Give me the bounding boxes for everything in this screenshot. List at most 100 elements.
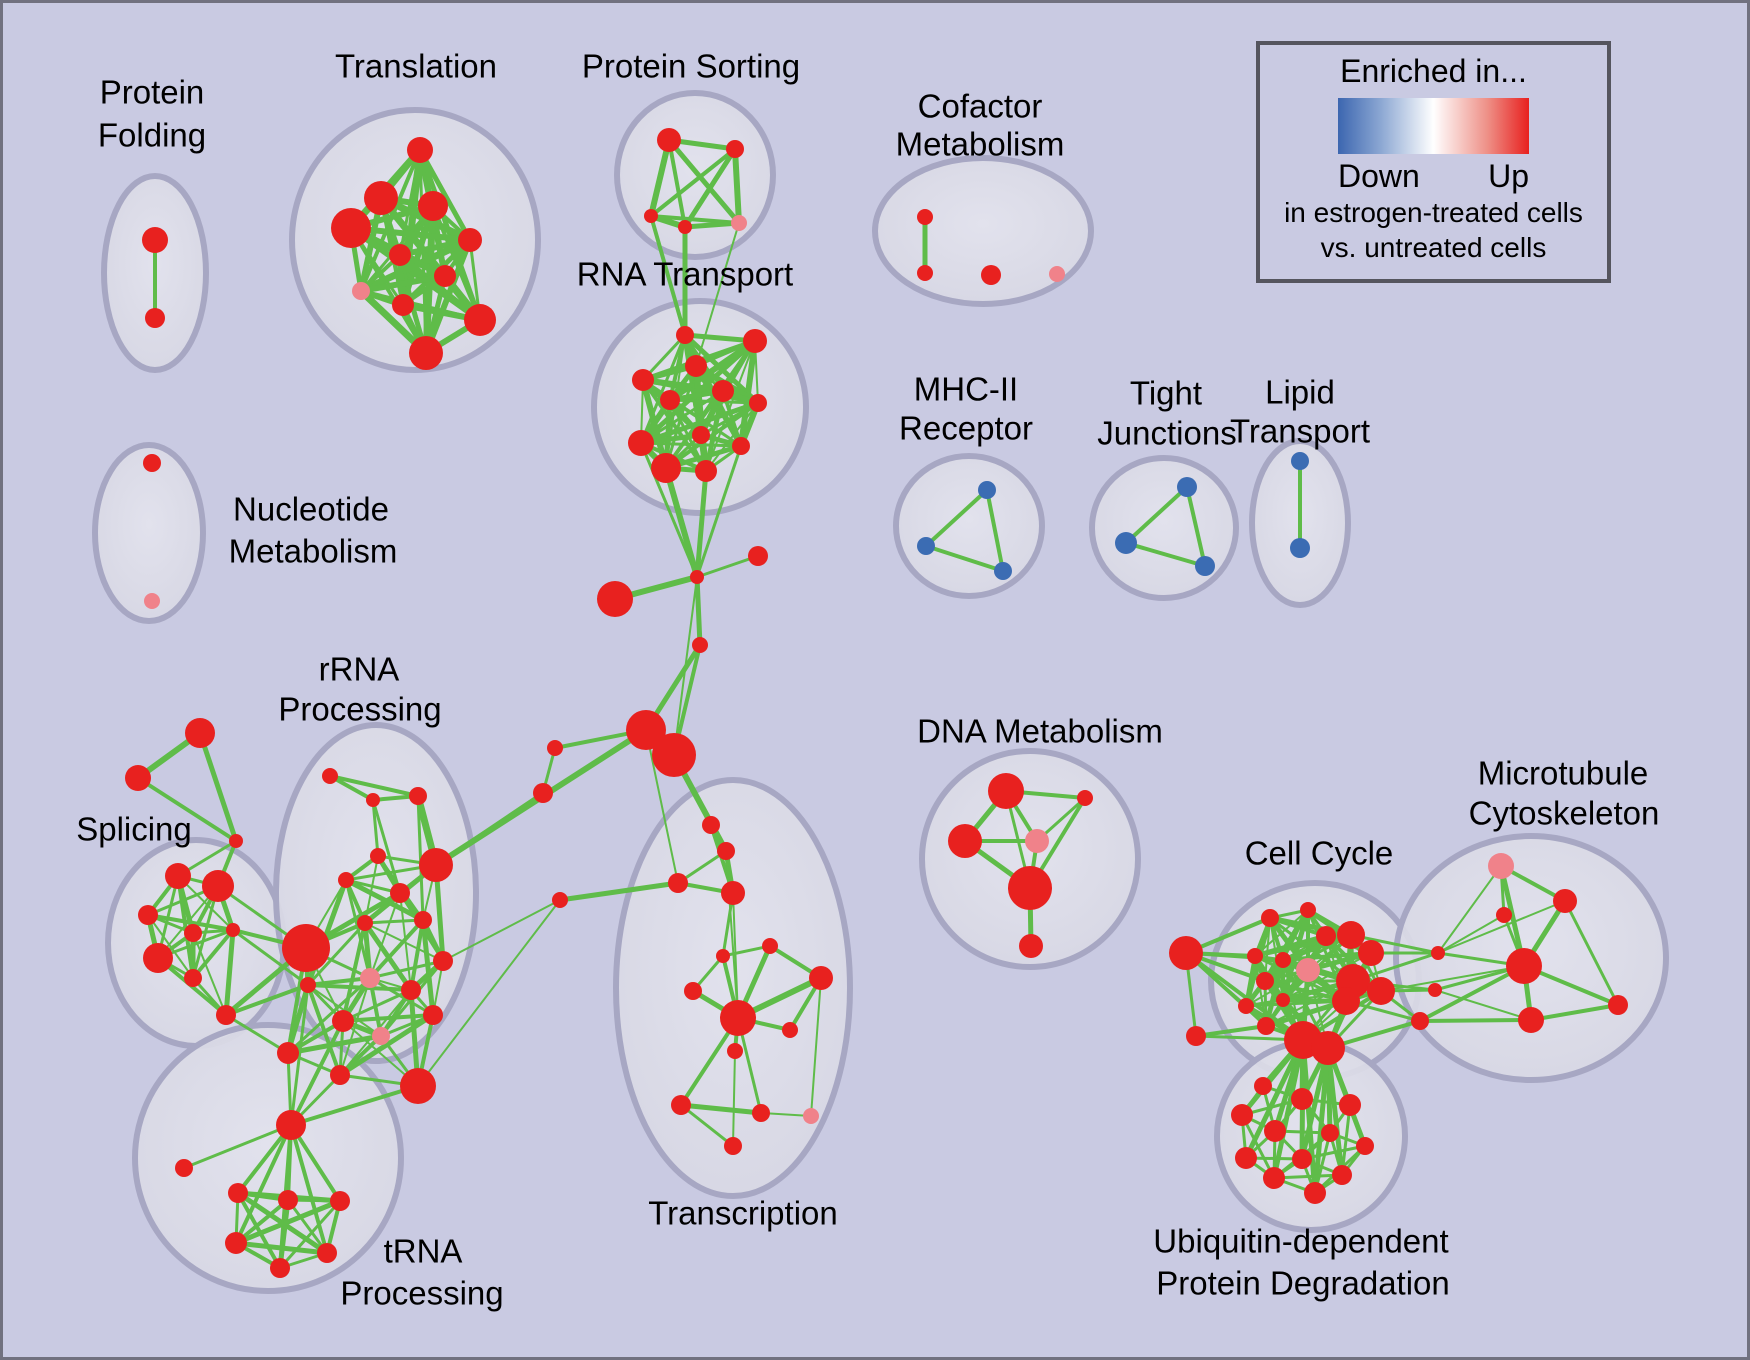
- edge-splicing-rrna-mesh-r9-r11: [368, 918, 425, 980]
- node-tr4: [331, 208, 371, 248]
- node-c0b: [1186, 1026, 1206, 1046]
- legend-gradient-bar: [1338, 98, 1529, 154]
- edge-mh1-mh2: [924, 488, 989, 548]
- edge-c16-u11: [1325, 1045, 1345, 1178]
- node-r14: [332, 1010, 354, 1032]
- node-u11: [1332, 1165, 1352, 1185]
- edge-rna-transport-mesh-rt1-rt8: [639, 333, 687, 445]
- node-rt8: [628, 430, 654, 456]
- group-label-lipid-transport-line2: Transport: [1230, 413, 1370, 450]
- node-r4: [370, 848, 386, 864]
- edge-splicing-rrna-mesh-r11-r16: [368, 976, 435, 1017]
- edge-protein-sorting-mesh-ps1-ps4: [667, 138, 687, 229]
- node-r8: [357, 915, 373, 931]
- group-label-rna-transport: RNA Transport: [577, 256, 793, 293]
- group-label-cofactor-metabolism-line1: Cofactor: [918, 88, 1043, 125]
- group-label-tight-junctions-line1: Tight: [1130, 375, 1202, 412]
- node-u7: [1356, 1137, 1374, 1155]
- edge-r1-r3: [328, 774, 420, 798]
- edge-na-nc: [694, 574, 703, 648]
- edge-t6-t7: [721, 944, 772, 958]
- group-label-protein-folding-line1: Protein: [100, 74, 205, 111]
- edge-k1-r14: [289, 1019, 345, 1127]
- group-label-tight-junctions-line2: Junctions: [1097, 415, 1236, 452]
- node-pf2: [145, 308, 165, 328]
- node-lp1: [1291, 452, 1309, 470]
- edge-splicing-rrna-mesh-r7-r11: [369, 892, 401, 979]
- edge-ne1-t3: [645, 729, 679, 884]
- node-r5: [419, 848, 453, 882]
- edge-splicing-rrna-mesh-s4-s8: [192, 932, 227, 1016]
- node-m1: [1488, 853, 1514, 879]
- node-nd: [748, 546, 768, 566]
- node-tj3: [1195, 556, 1215, 576]
- node-nu2: [144, 593, 160, 609]
- node-rt7: [749, 394, 767, 412]
- node-k6: [270, 1258, 290, 1278]
- node-d6: [1019, 934, 1043, 958]
- node-ne1: [626, 710, 666, 750]
- edge-ps3-rt1: [649, 214, 687, 337]
- node-rt12: [695, 460, 717, 482]
- edge-protein-sorting-mesh-ps1-ps3: [648, 137, 672, 219]
- edge-t13-t16: [679, 1103, 735, 1148]
- edge-splicing-rrna-mesh-r14-r15: [341, 988, 413, 1023]
- node-rt1: [676, 326, 694, 344]
- node-tr1: [407, 137, 433, 163]
- group-label-translation: Translation: [335, 48, 497, 85]
- node-d4: [1077, 790, 1093, 806]
- node-t5: [552, 892, 568, 908]
- edge-r12-t5: [442, 899, 561, 962]
- node-tr7: [434, 265, 456, 287]
- edge-splicing-rrna-mesh-r9-r16: [420, 917, 436, 1018]
- node-s8: [216, 1005, 236, 1025]
- edge-protein-sorting-mesh-ps2-ps3: [649, 147, 737, 218]
- edge-k0-k1: [182, 1123, 293, 1170]
- edge-rt8-na: [639, 441, 699, 579]
- node-tr10: [464, 304, 496, 336]
- node-nb: [597, 581, 633, 617]
- edge-v1-m3: [1437, 914, 1505, 954]
- node-m5: [1518, 1007, 1544, 1033]
- node-rt2: [743, 329, 767, 353]
- group-ellipse-mhc-ii-receptor: [893, 453, 1045, 599]
- node-s4: [184, 924, 202, 942]
- node-t2: [717, 842, 735, 860]
- edge-protein-sorting-mesh-ps4-ps5: [682, 220, 742, 230]
- node-cf4: [1049, 266, 1065, 282]
- edge-splicing-rrna-mesh-r17-r20: [285, 1033, 384, 1056]
- group-ellipse-tight-junctions: [1089, 455, 1239, 601]
- node-t7: [762, 938, 778, 954]
- node-na: [690, 570, 704, 584]
- node-m6: [1608, 995, 1628, 1015]
- edge-mh1-mh3: [985, 488, 1005, 573]
- node-r18: [400, 1068, 436, 1104]
- edge-c15-u10: [1271, 1037, 1306, 1181]
- edge-v2-m5: [1434, 989, 1532, 1021]
- node-x2: [125, 765, 151, 791]
- node-d5: [1008, 866, 1052, 910]
- node-rt4: [685, 355, 707, 377]
- legend-down-label: Down: [1338, 158, 1420, 194]
- edge-c16-u9: [1299, 1045, 1331, 1162]
- edge-k1-k5: [234, 1123, 293, 1245]
- node-tr3: [418, 191, 448, 221]
- legend-title: Enriched in...: [1340, 53, 1527, 89]
- group-ellipse-protein-sorting: [614, 90, 776, 260]
- node-v3: [1411, 1012, 1429, 1030]
- node-u9: [1292, 1149, 1312, 1169]
- group-label-dna-metabolism: DNA Metabolism: [917, 713, 1163, 750]
- edge-k1-r18: [289, 1084, 420, 1127]
- edge-splicing-rrna-mesh-s3-s7: [147, 914, 194, 979]
- edge-v3-m5: [1418, 1018, 1533, 1023]
- node-u4: [1231, 1104, 1253, 1126]
- group-label-trna-processing-line2: Processing: [340, 1275, 503, 1312]
- node-t16: [724, 1137, 742, 1155]
- node-tr5: [458, 228, 482, 252]
- group-label-trna-processing-line1: tRNA: [384, 1233, 463, 1270]
- edge-cell-cycle-mesh-c5-c7: [1281, 951, 1373, 962]
- group-label-microtubule-cytoskeleton-line2: Cytoskeleton: [1469, 795, 1660, 832]
- node-r10: [282, 924, 330, 972]
- node-c17: [1367, 977, 1395, 1005]
